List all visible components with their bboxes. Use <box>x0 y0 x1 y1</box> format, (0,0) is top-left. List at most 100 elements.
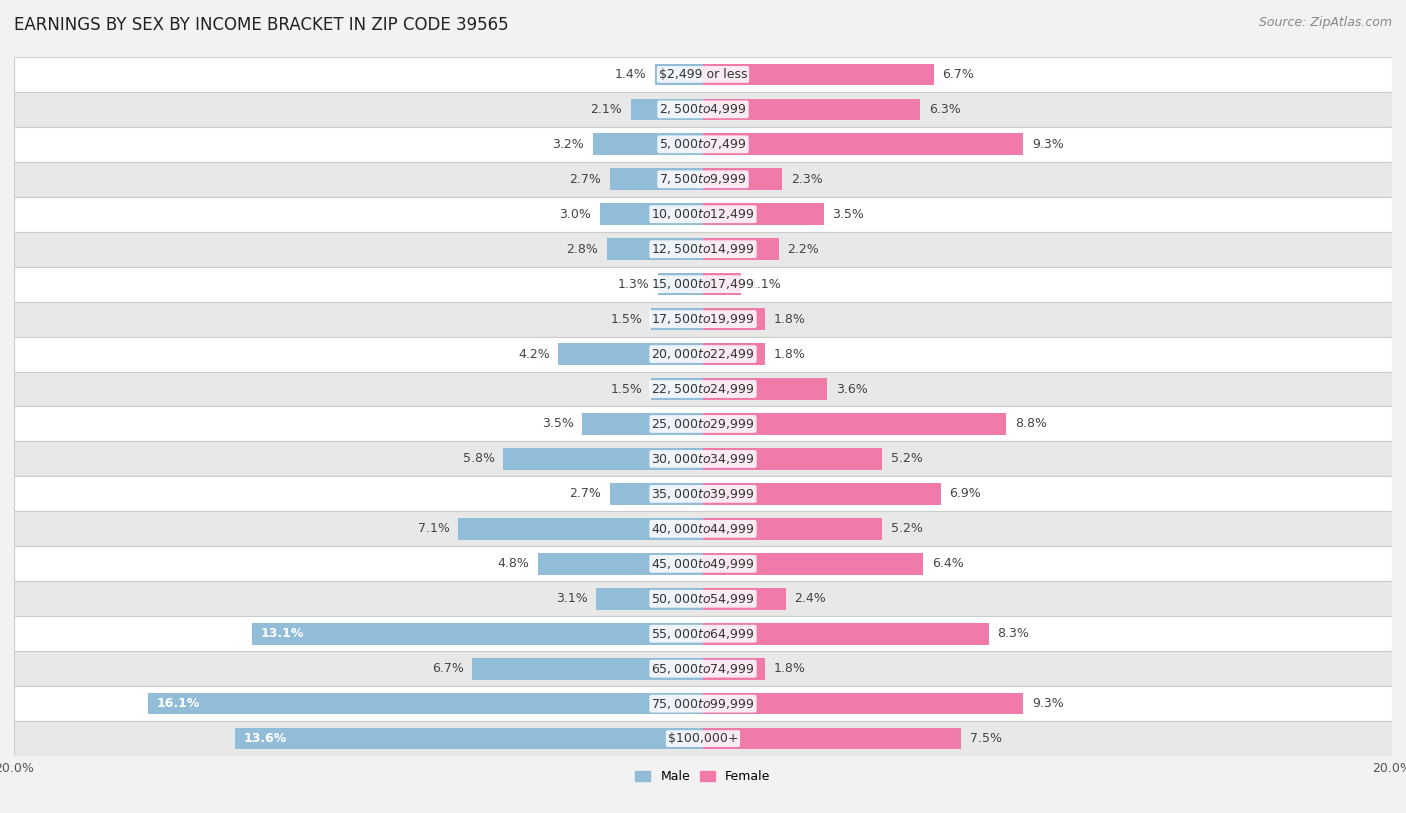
Bar <box>14 616 1392 651</box>
Bar <box>14 511 1392 546</box>
Bar <box>703 203 824 225</box>
Text: $2,500 to $4,999: $2,500 to $4,999 <box>659 102 747 116</box>
Text: 6.4%: 6.4% <box>932 558 965 570</box>
Bar <box>149 693 703 715</box>
Bar <box>651 308 703 330</box>
Text: 6.3%: 6.3% <box>928 103 960 115</box>
Text: $45,000 to $49,999: $45,000 to $49,999 <box>651 557 755 571</box>
Bar <box>14 581 1392 616</box>
Bar <box>703 623 988 645</box>
Bar <box>503 448 703 470</box>
Bar <box>14 127 1392 162</box>
Bar <box>610 168 703 190</box>
Text: 1.5%: 1.5% <box>610 383 643 395</box>
Text: 3.1%: 3.1% <box>555 593 588 605</box>
Bar <box>593 133 703 155</box>
Bar <box>703 238 779 260</box>
Bar <box>703 378 827 400</box>
Bar <box>235 728 703 750</box>
Text: 13.1%: 13.1% <box>260 628 304 640</box>
Bar <box>14 372 1392 406</box>
Text: $17,500 to $19,999: $17,500 to $19,999 <box>651 312 755 326</box>
Bar <box>537 553 703 575</box>
Bar <box>655 63 703 85</box>
Text: 7.1%: 7.1% <box>418 523 450 535</box>
Text: 6.9%: 6.9% <box>949 488 981 500</box>
Bar <box>14 337 1392 372</box>
Text: 5.8%: 5.8% <box>463 453 495 465</box>
Text: $100,000+: $100,000+ <box>668 733 738 745</box>
Text: 2.7%: 2.7% <box>569 488 602 500</box>
Bar <box>14 232 1392 267</box>
Text: 2.4%: 2.4% <box>794 593 827 605</box>
Bar <box>658 273 703 295</box>
Text: 1.8%: 1.8% <box>773 348 806 360</box>
Text: 16.1%: 16.1% <box>157 698 201 710</box>
Text: $55,000 to $64,999: $55,000 to $64,999 <box>651 627 755 641</box>
Text: $2,499 or less: $2,499 or less <box>659 68 747 80</box>
Bar <box>703 483 941 505</box>
Text: 8.8%: 8.8% <box>1015 418 1046 430</box>
Text: 9.3%: 9.3% <box>1032 138 1064 150</box>
Bar <box>472 658 703 680</box>
Bar <box>14 651 1392 686</box>
Text: 5.2%: 5.2% <box>891 523 922 535</box>
Bar <box>631 98 703 120</box>
Bar <box>14 721 1392 756</box>
Text: 3.0%: 3.0% <box>560 208 591 220</box>
Text: EARNINGS BY SEX BY INCOME BRACKET IN ZIP CODE 39565: EARNINGS BY SEX BY INCOME BRACKET IN ZIP… <box>14 16 509 34</box>
Bar <box>14 686 1392 721</box>
Bar <box>610 483 703 505</box>
Text: $10,000 to $12,499: $10,000 to $12,499 <box>651 207 755 221</box>
Bar <box>703 98 920 120</box>
Text: 3.5%: 3.5% <box>832 208 865 220</box>
Text: $7,500 to $9,999: $7,500 to $9,999 <box>659 172 747 186</box>
Text: 1.8%: 1.8% <box>773 313 806 325</box>
Text: 2.2%: 2.2% <box>787 243 820 255</box>
Text: 1.5%: 1.5% <box>610 313 643 325</box>
Bar <box>14 57 1392 92</box>
Bar <box>651 378 703 400</box>
Text: 3.2%: 3.2% <box>553 138 583 150</box>
Bar <box>703 658 765 680</box>
Bar <box>703 168 782 190</box>
Text: 1.4%: 1.4% <box>614 68 647 80</box>
Bar <box>252 623 703 645</box>
Bar <box>599 203 703 225</box>
Text: 1.3%: 1.3% <box>617 278 650 290</box>
Text: 6.7%: 6.7% <box>942 68 974 80</box>
Bar <box>596 588 703 610</box>
Bar <box>558 343 703 365</box>
Text: $40,000 to $44,999: $40,000 to $44,999 <box>651 522 755 536</box>
Text: $12,500 to $14,999: $12,500 to $14,999 <box>651 242 755 256</box>
Bar <box>14 92 1392 127</box>
Bar <box>14 476 1392 511</box>
Text: $22,500 to $24,999: $22,500 to $24,999 <box>651 382 755 396</box>
Text: 1.8%: 1.8% <box>773 663 806 675</box>
Bar <box>703 518 882 540</box>
Bar <box>703 308 765 330</box>
Text: $15,000 to $17,499: $15,000 to $17,499 <box>651 277 755 291</box>
Bar <box>14 546 1392 581</box>
Bar <box>703 63 934 85</box>
Bar <box>703 413 1007 435</box>
Text: 6.7%: 6.7% <box>432 663 464 675</box>
Bar <box>14 267 1392 302</box>
Text: $20,000 to $22,499: $20,000 to $22,499 <box>651 347 755 361</box>
Text: 2.1%: 2.1% <box>591 103 621 115</box>
Text: 7.5%: 7.5% <box>970 733 1002 745</box>
Text: 2.3%: 2.3% <box>790 173 823 185</box>
Text: 2.8%: 2.8% <box>567 243 598 255</box>
Text: 8.3%: 8.3% <box>997 628 1029 640</box>
Text: 4.8%: 4.8% <box>498 558 529 570</box>
Text: 2.7%: 2.7% <box>569 173 602 185</box>
Bar <box>606 238 703 260</box>
Bar <box>703 588 786 610</box>
Bar <box>703 448 882 470</box>
Text: 9.3%: 9.3% <box>1032 698 1064 710</box>
Text: Source: ZipAtlas.com: Source: ZipAtlas.com <box>1258 16 1392 29</box>
Bar <box>703 133 1024 155</box>
Text: $35,000 to $39,999: $35,000 to $39,999 <box>651 487 755 501</box>
Bar <box>703 693 1024 715</box>
Bar <box>703 343 765 365</box>
